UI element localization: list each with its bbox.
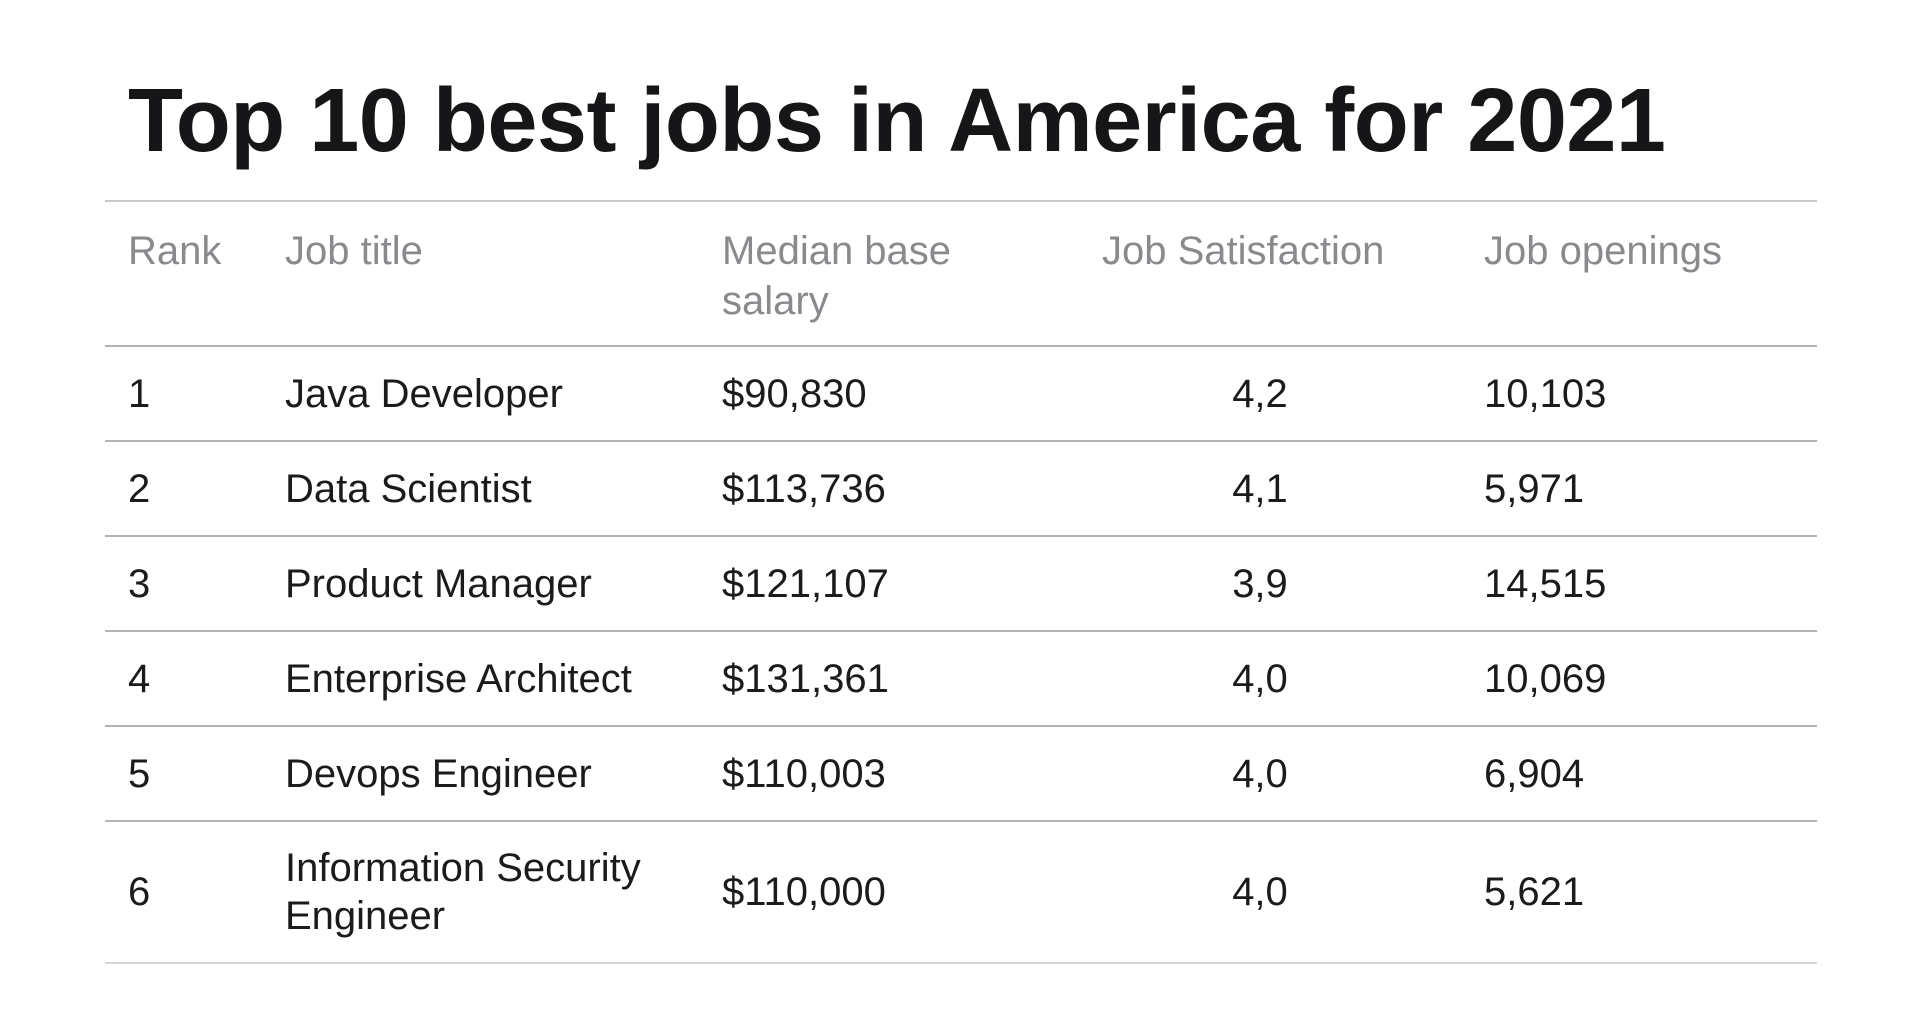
openings-cell: 5,971 <box>1484 466 1585 511</box>
openings-cell: 5,621 <box>1484 870 1585 914</box>
column-header-rank: Rank <box>128 229 222 273</box>
rank-cell: 5 <box>128 751 151 796</box>
openings-cell: 14,515 <box>1484 561 1607 606</box>
jobs-table: Rank Job title Median base salary Job Sa… <box>105 200 1817 964</box>
satisfaction-cell: 3,9 <box>1232 561 1288 606</box>
content-area: Top 10 best jobs in America for 2021 Ran… <box>105 0 1817 964</box>
satisfaction-cell: 4,1 <box>1232 466 1288 511</box>
salary-cell: $90,830 <box>722 371 867 416</box>
rank-cell: 4 <box>128 656 151 701</box>
table-row: 4 Enterprise Architect $131,361 4,0 10,0… <box>105 632 1817 727</box>
salary-cell: $131,361 <box>722 656 889 701</box>
column-header-median-base-salary: Median base salary <box>699 202 1079 326</box>
openings-cell: 10,069 <box>1484 656 1607 701</box>
rank-cell: 1 <box>128 371 151 416</box>
salary-cell: $121,107 <box>722 561 889 606</box>
rank-cell: 6 <box>128 870 151 914</box>
column-header-job-title: Job title <box>285 229 423 273</box>
job-title-cell: Information Security Engineer <box>285 846 641 938</box>
salary-cell: $110,000 <box>722 870 886 914</box>
job-title-cell: Data Scientist <box>285 466 532 511</box>
job-title-cell: Java Developer <box>285 371 563 416</box>
rank-cell: 2 <box>128 466 151 511</box>
table-header-row: Rank Job title Median base salary Job Sa… <box>105 202 1817 347</box>
job-title-cell: Enterprise Architect <box>285 656 632 701</box>
page-title: Top 10 best jobs in America for 2021 <box>128 71 1666 171</box>
table-row: 3 Product Manager $121,107 3,9 14,515 <box>105 537 1817 632</box>
column-header-job-openings: Job openings <box>1484 229 1722 273</box>
satisfaction-cell: 4,0 <box>1232 870 1288 914</box>
openings-cell: 10,103 <box>1484 371 1607 416</box>
table-row: 6 Information Security Engineer $110,000… <box>105 822 1817 964</box>
salary-cell: $110,003 <box>722 751 886 796</box>
salary-cell: $113,736 <box>722 466 886 511</box>
column-header-job-satisfaction: Job Satisfaction <box>1102 229 1385 273</box>
job-title-cell: Product Manager <box>285 561 592 606</box>
table-row: 1 Java Developer $90,830 4,2 10,103 <box>105 347 1817 442</box>
table-row: 5 Devops Engineer $110,003 4,0 6,904 <box>105 727 1817 822</box>
job-title-cell: Devops Engineer <box>285 751 592 796</box>
table-row: 2 Data Scientist $113,736 4,1 5,971 <box>105 442 1817 537</box>
satisfaction-cell: 4,0 <box>1232 751 1288 796</box>
column-header-median-base-salary-label: Median base salary <box>722 229 952 323</box>
rank-cell: 3 <box>128 561 151 606</box>
satisfaction-cell: 4,0 <box>1232 656 1288 701</box>
openings-cell: 6,904 <box>1484 751 1585 796</box>
satisfaction-cell: 4,2 <box>1232 371 1288 416</box>
